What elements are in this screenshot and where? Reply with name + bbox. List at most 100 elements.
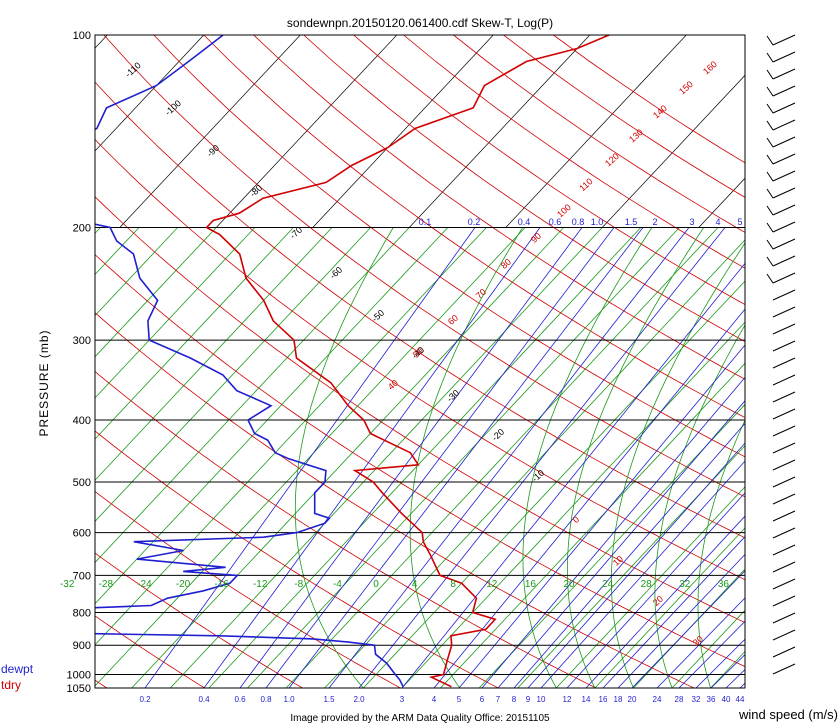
- upper-isotherm-line: [215, 35, 398, 228]
- pressure-tick-label: 800: [73, 607, 91, 619]
- wind-barb: [766, 272, 796, 284]
- mixing-ratio-line: [144, 227, 476, 688]
- upper-isotherm-line: [408, 35, 591, 228]
- mixing-ratio-line: [265, 227, 615, 688]
- mixing-ratio-bottom-label: 8: [512, 695, 517, 704]
- isotherm-line: [95, 227, 217, 358]
- mixing-ratio-line: [617, 553, 745, 688]
- temperature-tick-label: 4: [412, 579, 418, 590]
- moist-adiabat-line: [567, 227, 705, 688]
- mixing-ratio-bottom-label: 9: [526, 695, 531, 704]
- wind-barb: [772, 629, 796, 641]
- moist-adiabat-line: [611, 242, 745, 688]
- temperature-tick-label: -20: [176, 579, 191, 590]
- dry-adiabat-line: [95, 552, 303, 688]
- wind-barb: [772, 510, 796, 522]
- wind-barb: [772, 408, 796, 420]
- pressure-tick-label: 1050: [67, 683, 91, 695]
- series-tdry: [205, 35, 610, 688]
- wind-barb: [766, 170, 796, 182]
- wind-barb: [772, 578, 796, 590]
- sounding-profiles: [95, 35, 610, 688]
- dry-adiabat-line: [95, 615, 205, 688]
- pressure-tick-label: 100: [73, 30, 91, 42]
- wind-barb: [772, 646, 796, 658]
- theta-label: 10: [611, 554, 625, 568]
- isotherm-line: [95, 227, 371, 522]
- temperature-tick-label: 20: [563, 579, 575, 590]
- wind-barb: [766, 102, 796, 114]
- mixing-ratio-line: [602, 536, 745, 688]
- wind-barb: [766, 119, 796, 131]
- isotherm-line: [285, 227, 719, 688]
- mixing-ratio-bottom-label: 0.4: [198, 695, 210, 704]
- mixing-ratio-line: [239, 227, 583, 688]
- temperature-tick-label: -12: [253, 579, 268, 590]
- mixing-ratio-bottom-label: 24: [653, 695, 662, 704]
- isotherm-line: [362, 280, 745, 688]
- mixing-ratio-line: [540, 460, 745, 688]
- mixing-ratio-bottom-label: 40: [722, 695, 731, 704]
- wind-barb: [766, 85, 796, 97]
- pressure-axis: 100 200 300 400 500 600 700 800 900 1000 1050: [67, 30, 91, 695]
- wind-barb: [766, 204, 796, 216]
- isotherm-line: [208, 227, 642, 688]
- mixing-ratio-bottom-label: 28: [675, 695, 684, 704]
- upper-isotherm-line: [95, 35, 205, 152]
- theta-label: 30: [691, 634, 705, 648]
- mixing-ratio-bottom-label: 32: [692, 695, 701, 704]
- isotherm-line: [95, 227, 178, 317]
- wind-barb: [766, 34, 796, 46]
- moist-adiabat-line: [409, 227, 523, 688]
- dry-adiabat-line: [95, 312, 695, 688]
- theta-label: 80: [499, 257, 513, 271]
- mixing-ratio-line: [458, 344, 745, 688]
- dry-adiabat-line: [95, 254, 745, 668]
- isotherm-line: [95, 227, 333, 481]
- theta-label: 0: [571, 514, 581, 525]
- isotherm-line: [95, 227, 410, 564]
- wind-barb: [772, 289, 796, 301]
- dry-adiabat-line: [253, 35, 745, 380]
- mixing-ratio-bottom-label: 5: [457, 695, 462, 704]
- upper-isotherm-line: [312, 35, 494, 228]
- temperature-tick-label: 32: [679, 579, 691, 590]
- pressure-tick-label: 1000: [67, 669, 91, 681]
- temperature-tick-label: 0: [373, 579, 379, 590]
- mixing-ratio-line: [481, 376, 745, 688]
- pressure-tick-label: 400: [73, 415, 91, 427]
- isotherm-line: [169, 227, 603, 688]
- mixing-ratio-line: [328, 227, 690, 688]
- isotherm-line: [440, 362, 745, 688]
- isotherm-line: [247, 227, 680, 688]
- mixing-ratio-bottom-label: 16: [599, 695, 608, 704]
- mixing-ratio-label: 0.1: [419, 217, 432, 227]
- mixing-ratio-line: [288, 227, 644, 688]
- mixing-ratio-line: [497, 400, 745, 688]
- temperature-tick-label: 12: [486, 579, 498, 590]
- pressure-tick-label: 200: [73, 222, 91, 234]
- dry-adiabat-line: [95, 138, 745, 581]
- mixing-ratio-line: [358, 227, 726, 688]
- isotherm-line: [95, 227, 526, 687]
- mixing-ratio-bottom-label: 0.6: [234, 695, 246, 704]
- pressure-tick-label: 500: [73, 477, 91, 489]
- isotherm-line: [95, 227, 256, 399]
- mixing-ratio-bottom-label: 0.8: [260, 695, 272, 704]
- temperature-tick-label: 24: [602, 579, 614, 590]
- chart-title: sondewnpn.20150120.061400.cdf Skew-T, Lo…: [287, 16, 553, 30]
- dry-adiabat-line: [203, 35, 745, 419]
- moist-adiabat-line: [654, 324, 745, 688]
- pressure-tick-label: 600: [73, 528, 91, 540]
- mixing-ratio-label: 3: [689, 217, 694, 227]
- series-dewpt: [95, 35, 404, 688]
- wind-barb: [772, 459, 796, 471]
- isotherm-line: [671, 609, 745, 688]
- wind-barb: [772, 374, 796, 386]
- mixing-ratio-bottom-label: 2.0: [353, 695, 365, 704]
- mixing-ratio-label: 0.2: [468, 217, 481, 227]
- mixing-ratio-label: 0.6: [549, 217, 562, 227]
- mixing-ratio-label: 0.4: [518, 217, 531, 227]
- mixing-ratio-line: [203, 227, 541, 688]
- moist-adiabat-line: [697, 419, 745, 688]
